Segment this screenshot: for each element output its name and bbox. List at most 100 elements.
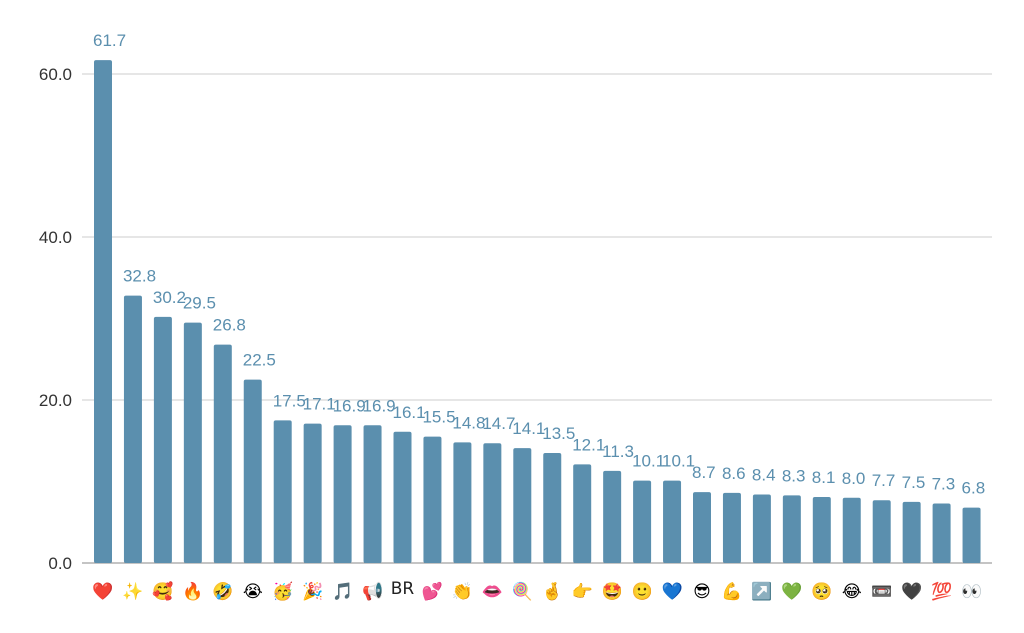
data-label: 61.7 [93,31,126,50]
bar [483,443,502,563]
bar [363,425,382,563]
x-tick-label: 💯 [931,581,952,602]
bar [153,316,172,563]
x-tick-label: 🍭 [512,580,533,602]
data-label: 14.7 [482,414,515,433]
x-tick-label: ❤️ [92,582,114,602]
bar [603,470,622,563]
x-tick-label: 🥰 [152,581,173,602]
x-tick-label: 👉 [572,582,593,602]
bar [303,423,322,563]
bar [812,496,831,563]
data-label: 17.1 [303,395,336,414]
x-tick-label: 👄 [482,582,503,602]
x-tick-label: 😎 [693,582,711,602]
data-label: 6.8 [962,479,986,498]
bar [693,492,711,563]
data-label: 7.5 [902,473,926,492]
x-tick-label: 🥳 [272,581,293,602]
x-tick-label: 🤩 [602,582,623,602]
bar [752,494,771,563]
x-tick-label: 💕 [422,581,443,602]
data-label: 16.9 [363,396,396,415]
bar [183,322,202,563]
bar [94,60,112,564]
data-label: 8.1 [812,468,836,487]
data-label: 17.5 [273,391,306,410]
x-tick-label: 😭 [243,582,263,602]
x-tick-label: 💚 [781,582,803,602]
x-tick-label: BR [391,579,415,599]
x-tick-label: 🔥 [182,581,203,602]
x-tick-label: 📼 [871,582,892,602]
data-label: 10.1 [662,452,695,471]
bar [213,344,232,563]
bar [663,480,682,563]
data-label: 16.1 [393,403,426,422]
data-label: 16.9 [333,396,366,415]
y-tick-label: 40.0 [39,228,72,247]
x-axis-ticks: ❤️ ✨ 🥰 🔥 🤣 😭 🥳 🎉 🎵 📢 BR 💕 👏 👄 🍭 🤞 👉 🤩 🙂 💙 😎 💪 ↗️ 💚 🥺 😂 📼 🖤 💯 👀 [92,579,982,602]
x-tick-label: 📢 [362,581,383,602]
x-tick-label: 😂 [842,582,862,602]
data-label: 14.1 [512,419,545,438]
bar [123,295,142,563]
bar [273,420,292,563]
bar [633,480,652,563]
data-labels: 61.732.830.229.526.822.517.517.116.916.9… [93,31,985,497]
bars [94,60,981,564]
data-label: 32.8 [123,267,156,286]
data-label: 30.2 [153,288,186,307]
data-label: 29.5 [183,294,216,313]
x-tick-label: ↗️ [751,581,772,602]
bar [932,503,951,563]
data-label: 8.3 [782,466,806,485]
bar [573,464,592,563]
x-tick-label: 🎉 [302,581,323,602]
x-tick-label: ✨ [122,582,143,602]
bar [842,497,861,563]
bar [782,495,801,563]
x-tick-label: 👀 [961,582,982,602]
y-axis-ticks: 0.0 20.0 40.0 60.0 [39,65,72,573]
x-tick-label: 🤣 [211,581,233,602]
bar [393,431,412,563]
y-tick-label: 0.0 [48,554,72,573]
data-label: 22.5 [243,351,276,370]
x-tick-label: 💪 [721,581,742,602]
data-label: 11.3 [602,442,634,461]
data-label: 10.1 [632,452,665,471]
bar [243,379,262,563]
bar [872,500,891,563]
data-label: 12.1 [572,435,605,454]
data-label: 8.4 [752,466,776,485]
bar [333,425,352,563]
x-tick-label: 👏 [452,581,473,602]
bar [902,501,921,563]
data-label: 8.0 [842,469,866,488]
bar [962,507,981,563]
y-tick-label: 20.0 [39,391,72,410]
x-tick-label: 🎵 [332,582,353,602]
x-tick-label: 💙 [661,582,683,602]
data-label: 8.7 [692,463,716,482]
data-label: 7.3 [932,475,956,494]
data-label: 14.8 [452,413,485,432]
x-tick-label: 🙂 [632,582,653,602]
data-label: 13.5 [542,424,575,443]
data-label: 8.6 [722,464,746,483]
x-tick-label: 🖤 [901,582,923,602]
grid-lines [82,73,992,564]
data-label: 7.7 [872,471,896,490]
bar [513,448,532,563]
x-tick-label: 🥺 [811,582,832,602]
bar [543,452,562,563]
data-label: 26.8 [213,316,246,335]
x-tick-label: 🤞 [542,581,563,602]
bar [423,436,442,563]
y-tick-label: 60.0 [39,65,72,84]
bar [722,492,741,563]
bar [453,442,472,563]
data-label: 15.5 [422,408,455,427]
